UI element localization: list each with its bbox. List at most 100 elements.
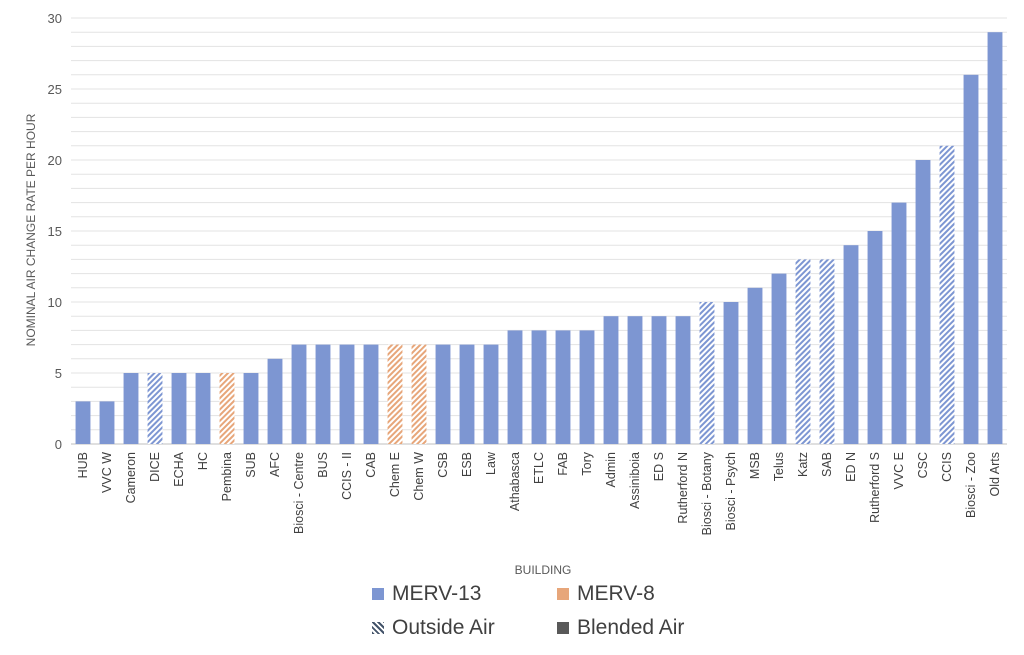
x-tick-label: Chem E <box>388 452 402 497</box>
bar-old-arts <box>987 32 1003 444</box>
x-tick-label: MSB <box>748 452 762 479</box>
legend-swatch <box>372 588 384 600</box>
x-tick-label: Katz <box>796 452 810 477</box>
bar-fab <box>555 330 571 444</box>
legend-label: MERV-8 <box>577 582 655 605</box>
legend-swatch <box>372 622 384 634</box>
bar-sub <box>243 373 259 444</box>
bar-csc <box>915 160 931 444</box>
bar-biosci-zoo <box>963 74 979 445</box>
bar-csb <box>435 344 451 444</box>
x-tick-label: Admin <box>604 452 618 487</box>
bars <box>75 32 1003 445</box>
bar-assiniboia <box>627 316 643 444</box>
legend-item-blended-air: Blended Air <box>557 616 684 640</box>
x-tick-label: Rutherford N <box>676 452 690 524</box>
bar-esb <box>459 344 475 444</box>
x-tick-label: Assiniboia <box>628 452 642 509</box>
x-tick-label: ESB <box>460 452 474 477</box>
bar-chem-e <box>387 344 403 444</box>
x-tick-label: ETLC <box>532 452 546 484</box>
legend-swatch <box>557 622 569 634</box>
x-tick-label: ED S <box>652 452 666 481</box>
x-tick-label: Tory <box>580 451 594 475</box>
bar-biosci-botany <box>699 302 715 444</box>
bar-afc <box>267 358 283 444</box>
x-axis-categories: HUB VVC W Cameron DICE ECHA HC Pembina SUB AFC Bi… <box>76 451 1002 535</box>
bar-law <box>483 344 499 444</box>
x-tick-label: Law <box>484 451 498 475</box>
x-tick-label: CCIS <box>940 452 954 482</box>
bar-etlc <box>531 330 547 444</box>
x-tick-label: DICE <box>148 452 162 482</box>
bar-bus <box>315 344 331 444</box>
x-tick-label: Telus <box>772 452 786 481</box>
bar-katz <box>795 259 811 444</box>
x-tick-label: VVC W <box>100 452 114 493</box>
bar-biosci-psych <box>723 302 739 444</box>
bar-hc <box>195 373 211 444</box>
legend-swatch <box>557 588 569 600</box>
x-tick-label: Biosci - Zoo <box>964 452 978 518</box>
legend-label: Blended Air <box>577 616 685 639</box>
bar-tory <box>579 330 595 444</box>
bar-pembina <box>219 373 235 444</box>
x-tick-label: CSC <box>916 452 930 478</box>
x-tick-label: ECHA <box>172 451 186 486</box>
x-tick-label: ED N <box>844 452 858 482</box>
legend: MERV-13 MERV-8 Outside Air Blended Air <box>372 582 732 652</box>
legend-label: Outside Air <box>392 616 495 639</box>
x-tick-label: VVC E <box>892 452 906 490</box>
x-tick-label: AFC <box>268 452 282 477</box>
y-tick-label: 30 <box>48 11 62 26</box>
bar-ed-n <box>843 245 859 444</box>
bar-dice <box>147 373 163 444</box>
y-axis-title: NOMINAL AIR CHANGE RATE PER HOUR <box>24 113 38 346</box>
bar-echa <box>171 373 187 444</box>
x-tick-label: Biosci - Centre <box>292 452 306 534</box>
y-tick-label: 0 <box>55 437 62 452</box>
y-tick-label: 25 <box>48 82 62 97</box>
x-tick-label: Athabasca <box>508 452 522 511</box>
x-tick-label: CAB <box>364 452 378 478</box>
x-tick-label: CCIS - II <box>340 452 354 500</box>
x-tick-label: SAB <box>820 452 834 477</box>
bar-ed-s <box>651 316 667 444</box>
x-tick-label: Old Arts <box>988 452 1002 496</box>
legend-item-merv-8: MERV-8 <box>557 582 655 606</box>
x-tick-label: CSB <box>436 452 450 478</box>
x-tick-label: Biosci - Psych <box>724 452 738 531</box>
bar-chart: 0 5 10 15 20 25 30 HUB VVC W Cameron DICE ECHA HC Pe… <box>24 11 1007 577</box>
x-tick-label: Chem W <box>412 452 426 501</box>
y-axis-ticks: 0 5 10 15 20 25 30 <box>48 11 62 452</box>
x-tick-label: HUB <box>76 452 90 478</box>
bar-sab <box>819 259 835 444</box>
bar-rutherford-s <box>867 231 883 444</box>
bar-admin <box>603 316 619 444</box>
bar-cab <box>363 344 379 444</box>
bar-ccis <box>939 145 955 445</box>
legend-label: MERV-13 <box>392 582 482 605</box>
legend-item-merv-13: MERV-13 <box>372 582 482 606</box>
x-tick-label: BUS <box>316 452 330 478</box>
y-tick-label: 10 <box>48 295 62 310</box>
x-tick-label: Pembina <box>220 452 234 501</box>
x-tick-label: FAB <box>556 452 570 476</box>
bar-telus <box>771 273 787 444</box>
bar-rutherford-n <box>675 316 691 444</box>
bar-hub <box>75 401 91 444</box>
x-tick-label: HC <box>196 452 210 470</box>
x-axis-title: BUILDING <box>515 563 572 577</box>
x-tick-label: SUB <box>244 452 258 478</box>
x-tick-label: Rutherford S <box>868 452 882 523</box>
bar-ccis-ii <box>339 344 355 444</box>
legend-item-outside-air: Outside Air <box>372 616 495 640</box>
x-tick-label: Biosci - Botany <box>700 451 714 535</box>
bar-cameron <box>123 373 139 444</box>
y-tick-label: 20 <box>48 153 62 168</box>
x-tick-label: Cameron <box>124 452 138 503</box>
bar-msb <box>747 287 763 444</box>
bar-athabasca <box>507 330 523 444</box>
bar-biosci-centre <box>291 344 307 444</box>
bar-chem-w <box>411 344 427 444</box>
